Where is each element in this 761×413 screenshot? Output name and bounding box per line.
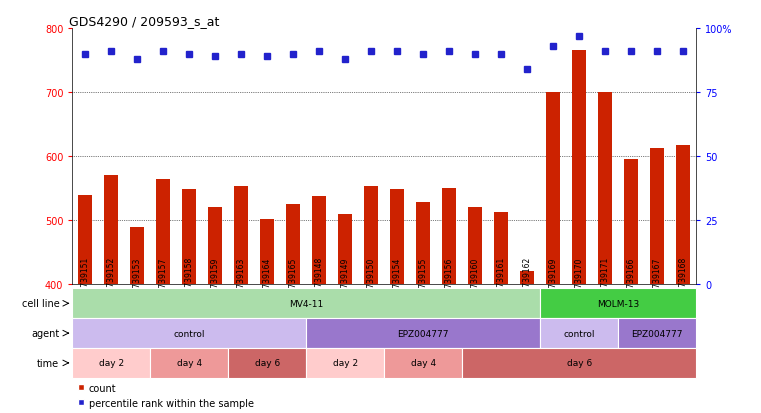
Bar (572, 51, 587, 285)
Text: GSM739158: GSM739158 (185, 256, 194, 303)
Bar (78, 195, 92, 285)
Bar (312, 196, 326, 285)
Bar (286, 205, 301, 285)
Bar (365, 187, 378, 285)
Text: EPZ004777: EPZ004777 (632, 329, 683, 338)
Text: control: control (174, 329, 205, 338)
Bar (624, 160, 638, 285)
Bar (156, 179, 170, 285)
Bar (72, 318, 306, 348)
Text: GSM739151: GSM739151 (81, 256, 90, 303)
Text: GSM739170: GSM739170 (575, 256, 584, 303)
Bar (306, 348, 384, 378)
Text: day 4: day 4 (177, 358, 202, 368)
Text: day 4: day 4 (411, 358, 436, 368)
Bar (442, 189, 457, 285)
Bar (463, 348, 696, 378)
Bar (540, 289, 696, 318)
Text: GSM739149: GSM739149 (341, 256, 350, 303)
Bar (182, 190, 196, 285)
Text: GSM739157: GSM739157 (159, 256, 167, 303)
Text: GSM739152: GSM739152 (107, 256, 116, 303)
Text: GSM739169: GSM739169 (549, 256, 558, 303)
Bar (72, 348, 151, 378)
Text: day 2: day 2 (99, 358, 124, 368)
Bar (306, 318, 540, 348)
Text: day 6: day 6 (567, 358, 592, 368)
Bar (384, 348, 463, 378)
Text: GSM739160: GSM739160 (471, 256, 479, 303)
Bar (209, 208, 222, 285)
Text: GSM739162: GSM739162 (523, 256, 532, 303)
Text: GSM739171: GSM739171 (601, 256, 610, 303)
Text: cell line: cell line (21, 299, 59, 309)
Bar (416, 203, 431, 285)
Bar (618, 318, 696, 348)
Bar (546, 93, 560, 285)
Text: time: time (37, 358, 59, 368)
Text: GSM739150: GSM739150 (367, 256, 376, 303)
Bar (72, 289, 540, 318)
Text: GSM739164: GSM739164 (263, 256, 272, 303)
Text: GSM739154: GSM739154 (393, 256, 402, 303)
Bar (494, 212, 508, 285)
Text: GDS4290 / 209593_s_at: GDS4290 / 209593_s_at (69, 15, 220, 28)
Bar (468, 208, 482, 285)
Bar (338, 214, 352, 285)
Text: GSM739148: GSM739148 (315, 256, 323, 303)
Bar (260, 219, 275, 285)
Text: GSM739156: GSM739156 (445, 256, 454, 303)
Text: GSM739166: GSM739166 (627, 256, 635, 303)
Text: day 6: day 6 (255, 358, 280, 368)
Text: GSM739153: GSM739153 (133, 256, 142, 303)
Bar (228, 348, 306, 378)
Text: agent: agent (31, 328, 59, 338)
Text: GSM739159: GSM739159 (211, 256, 220, 303)
Legend: count, percentile rank within the sample: count, percentile rank within the sample (77, 383, 254, 408)
Text: GSM739155: GSM739155 (419, 256, 428, 303)
Text: control: control (564, 329, 595, 338)
Text: GSM739168: GSM739168 (679, 256, 688, 303)
Text: GSM739161: GSM739161 (497, 256, 506, 303)
Bar (521, 272, 534, 285)
Bar (677, 146, 690, 285)
Bar (540, 318, 619, 348)
Bar (390, 190, 404, 285)
Text: GSM739167: GSM739167 (653, 256, 662, 303)
Text: MOLM-13: MOLM-13 (597, 299, 639, 308)
Text: day 2: day 2 (333, 358, 358, 368)
Bar (104, 176, 119, 285)
Bar (151, 348, 228, 378)
Text: GSM739165: GSM739165 (289, 256, 298, 303)
Text: MV4-11: MV4-11 (289, 299, 323, 308)
Text: GSM739163: GSM739163 (237, 256, 246, 303)
Text: EPZ004777: EPZ004777 (397, 329, 449, 338)
Bar (650, 149, 664, 285)
Bar (234, 187, 248, 285)
Bar (130, 227, 145, 285)
Bar (598, 93, 613, 285)
